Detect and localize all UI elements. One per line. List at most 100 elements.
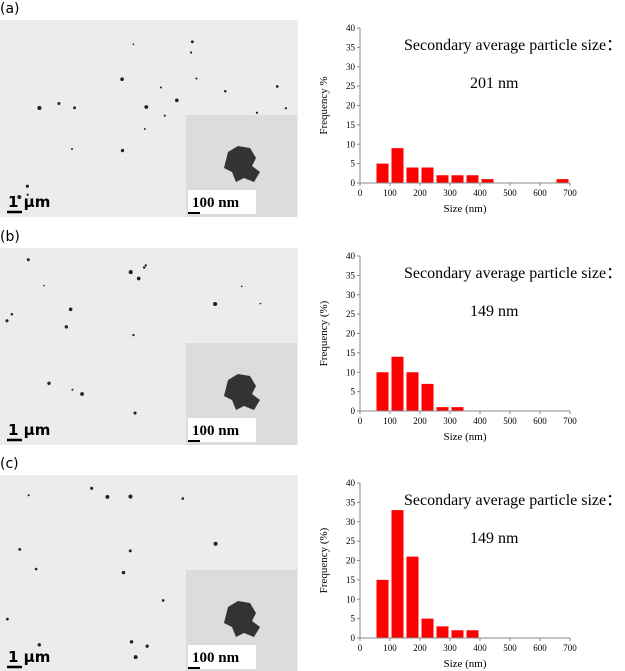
- y-tick-label: 40: [346, 23, 356, 33]
- y-tick-label: 35: [346, 42, 356, 52]
- y-tick-label: 35: [346, 497, 356, 507]
- y-tick-label: 30: [346, 62, 356, 72]
- particle: [18, 548, 22, 551]
- particle: [129, 640, 134, 644]
- inset-particle: [224, 374, 260, 410]
- x-tick-label: 600: [533, 416, 547, 426]
- particle: [37, 105, 42, 111]
- particle: [128, 270, 133, 275]
- particle: [144, 105, 149, 109]
- particle: [37, 643, 41, 647]
- particle: [57, 101, 61, 105]
- particle: [133, 411, 137, 415]
- bar: [436, 626, 449, 638]
- bar: [391, 148, 404, 183]
- x-tick-label: 100: [383, 416, 397, 426]
- y-tick-label: 35: [346, 270, 356, 280]
- bar: [421, 167, 434, 183]
- x-axis-label: Size (nm): [443, 431, 486, 443]
- annotation-value: 201 nm: [470, 75, 519, 92]
- particle: [27, 494, 30, 497]
- x-tick-label: 700: [563, 416, 577, 426]
- x-tick-label: 100: [383, 643, 397, 653]
- particle: [213, 541, 218, 546]
- particle: [120, 77, 124, 82]
- panel-label: (c): [0, 456, 19, 472]
- bar: [466, 175, 479, 183]
- particle: [275, 85, 279, 88]
- y-tick-label: 5: [351, 159, 356, 169]
- x-tick-label: 400: [473, 188, 487, 198]
- bar: [421, 383, 434, 411]
- particle: [121, 570, 126, 575]
- x-tick-label: 400: [473, 416, 487, 426]
- inset-scale-label: 100 nm: [192, 650, 240, 666]
- bar: [556, 179, 569, 183]
- particle: [70, 147, 74, 150]
- particle: [25, 184, 29, 188]
- inset-label-box: [188, 418, 256, 442]
- particle: [26, 258, 30, 262]
- y-tick-label: 25: [346, 81, 356, 91]
- y-tick-label: 10: [346, 139, 356, 149]
- particle: [34, 567, 38, 571]
- x-tick-label: 600: [533, 643, 547, 653]
- bar: [391, 356, 404, 411]
- y-tick-label: 10: [346, 594, 356, 604]
- bar: [406, 372, 419, 411]
- annotation: Secondary average particle size：: [404, 37, 622, 54]
- particle: [128, 494, 133, 499]
- particle: [145, 644, 149, 648]
- y-tick-label: 15: [346, 575, 356, 585]
- y-tick-label: 25: [346, 309, 356, 319]
- bar: [376, 372, 389, 411]
- y-axis-label: Frequency (%): [318, 527, 330, 593]
- particle: [213, 301, 218, 307]
- particle: [259, 302, 262, 305]
- x-tick-label: 500: [503, 416, 517, 426]
- particle: [161, 599, 165, 602]
- particle: [43, 284, 45, 287]
- particle: [105, 494, 110, 499]
- x-tick-label: 700: [563, 188, 577, 198]
- y-tick-label: 15: [346, 348, 356, 358]
- inset-particle: [224, 601, 260, 637]
- inset-scale-label: 100 nm: [192, 195, 240, 211]
- bar: [421, 618, 434, 638]
- particle: [132, 43, 135, 46]
- x-tick-label: 200: [413, 416, 427, 426]
- x-tick-label: 500: [503, 643, 517, 653]
- particle: [17, 194, 22, 200]
- inset-scale-label: 100 nm: [192, 423, 240, 439]
- annotation: Secondary average particle size：: [404, 492, 622, 509]
- particle: [255, 111, 259, 114]
- y-tick-label: 5: [351, 387, 356, 397]
- inset-label-box: [188, 645, 256, 669]
- bar: [466, 630, 479, 638]
- particle: [128, 549, 132, 553]
- particle: [163, 114, 166, 117]
- scale-label: 1 µm: [8, 421, 50, 439]
- annotation-value: 149 nm: [470, 303, 519, 320]
- x-tick-label: 100: [383, 188, 397, 198]
- x-tick-label: 500: [503, 188, 517, 198]
- particle: [190, 40, 194, 44]
- particle: [132, 333, 135, 337]
- particle: [181, 497, 185, 500]
- y-tick-label: 15: [346, 120, 356, 130]
- y-tick-label: 40: [346, 478, 356, 488]
- particle: [159, 86, 162, 89]
- y-axis-label: Frequency %: [318, 76, 330, 134]
- particle: [73, 106, 76, 110]
- y-tick-label: 20: [346, 101, 356, 111]
- y-tick-label: 40: [346, 251, 356, 261]
- bar: [436, 407, 449, 411]
- y-tick-label: 0: [351, 633, 356, 643]
- bar: [451, 407, 464, 411]
- inset-label-box: [188, 190, 256, 214]
- bar: [481, 179, 494, 183]
- x-tick-label: 0: [358, 643, 363, 653]
- x-tick-label: 200: [413, 643, 427, 653]
- x-axis-label: Size (nm): [443, 203, 486, 215]
